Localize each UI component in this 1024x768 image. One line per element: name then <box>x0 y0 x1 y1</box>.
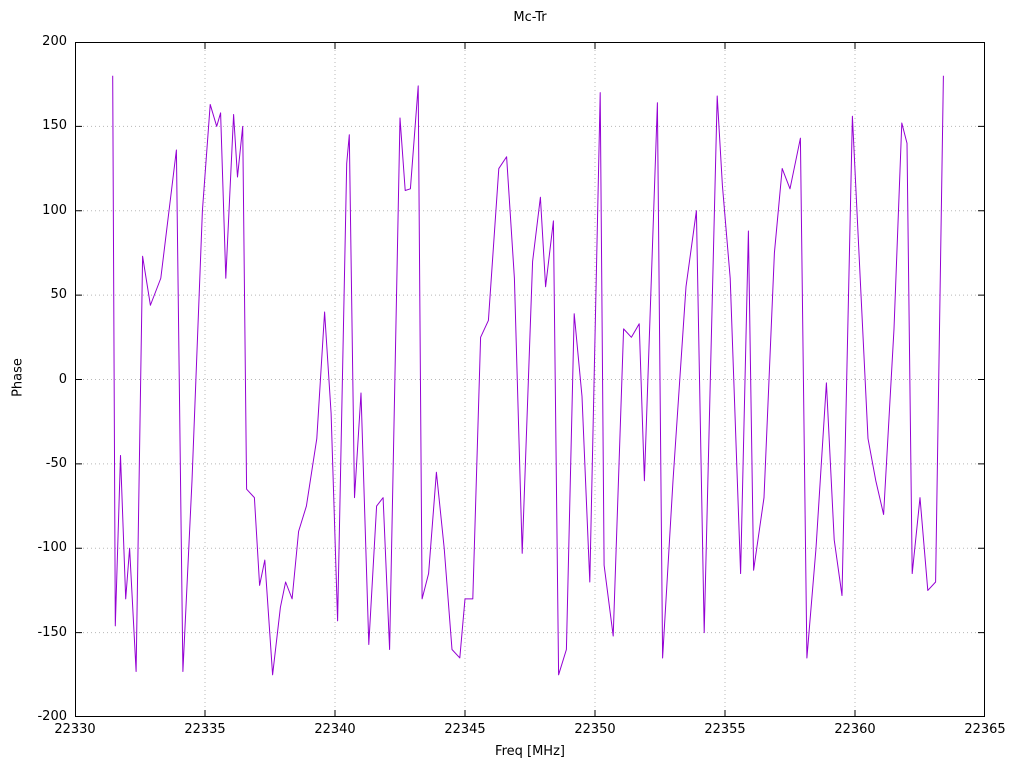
chart-title: Mc-Tr <box>513 10 547 25</box>
y-tick-label: 50 <box>50 287 67 303</box>
x-tick-label: 22340 <box>314 722 356 737</box>
x-axis-label: Freq [MHz] <box>495 744 565 759</box>
x-tick-label: 22360 <box>834 722 876 737</box>
y-tick-label: -50 <box>45 455 67 471</box>
y-tick-label: 150 <box>42 118 67 134</box>
x-tick-label: 22365 <box>964 722 1006 737</box>
y-tick-label: 200 <box>42 34 67 49</box>
y-tick-label: -200 <box>37 709 67 724</box>
y-tick-label: 100 <box>42 202 67 218</box>
phase-line-series <box>112 75 944 676</box>
plot-area <box>75 42 985 717</box>
x-tick-label: 22345 <box>444 722 486 737</box>
x-tick-label: 22355 <box>704 722 746 737</box>
y-tick-label: 0 <box>58 371 67 387</box>
x-tick-label: 22335 <box>184 722 226 737</box>
y-tick-label: -100 <box>37 540 67 556</box>
x-tick-label: 22350 <box>574 722 616 737</box>
x-tick-label: 22330 <box>54 722 96 737</box>
y-tick-label: -150 <box>37 624 67 640</box>
